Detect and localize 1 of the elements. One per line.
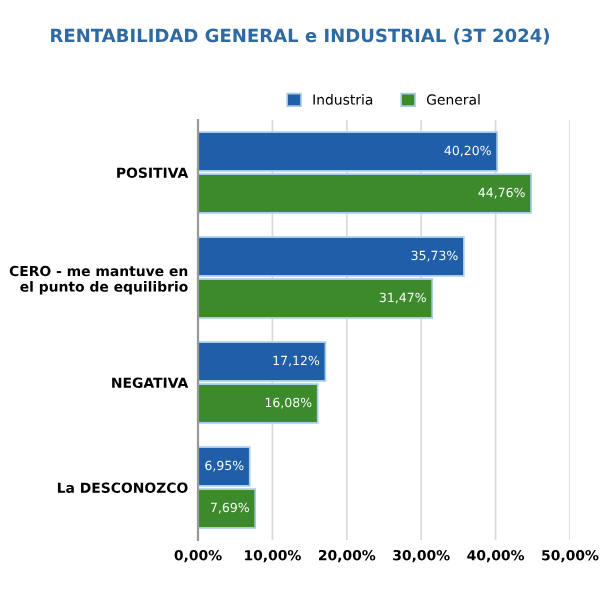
chart-title: RENTABILIDAD GENERAL e INDUSTRIAL (3T 2024) [51, 28, 549, 45]
